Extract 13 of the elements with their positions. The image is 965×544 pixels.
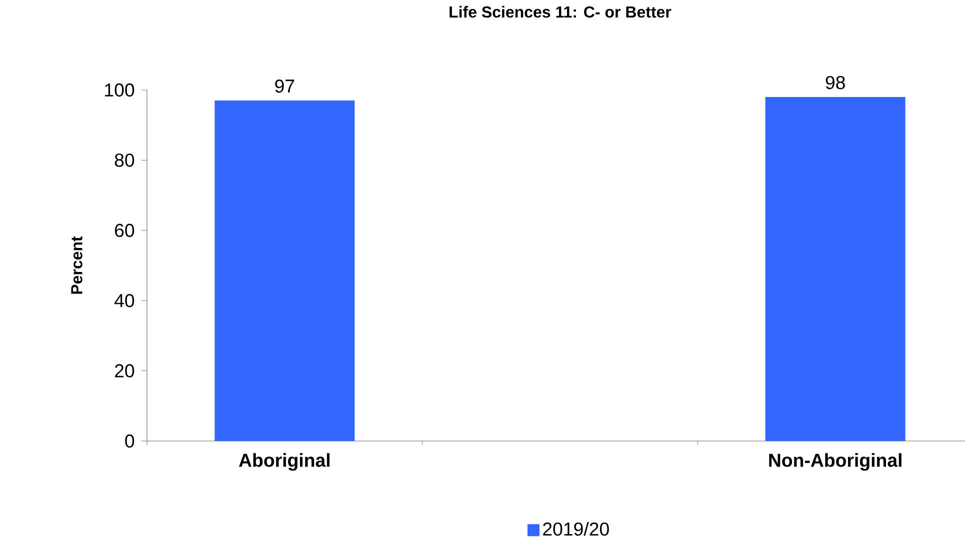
legend-label: 2019/20 [543,522,609,536]
y-axis-title: Percent [71,236,82,294]
y-tick-label: 40 [114,294,134,308]
y-tick-label: 80 [114,154,134,167]
y-tick-label: 0 [125,434,134,448]
x-tick-label: Non-Aboriginal [769,453,902,471]
x-tick-label: Aboriginal [238,453,330,471]
y-tick-label: 100 [105,83,134,97]
y-tick-label: 20 [115,364,134,378]
y-tick-label: 60 [115,224,134,238]
text: 97 [275,79,294,93]
text: 98 [826,76,845,90]
chart-title: Life Sciences 11: C- or Better [450,6,672,18]
